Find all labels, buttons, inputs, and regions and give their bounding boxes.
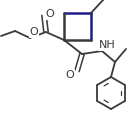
Text: NH: NH <box>99 40 115 50</box>
Text: O: O <box>30 27 38 37</box>
Text: O: O <box>46 9 54 19</box>
Text: O: O <box>66 70 74 80</box>
